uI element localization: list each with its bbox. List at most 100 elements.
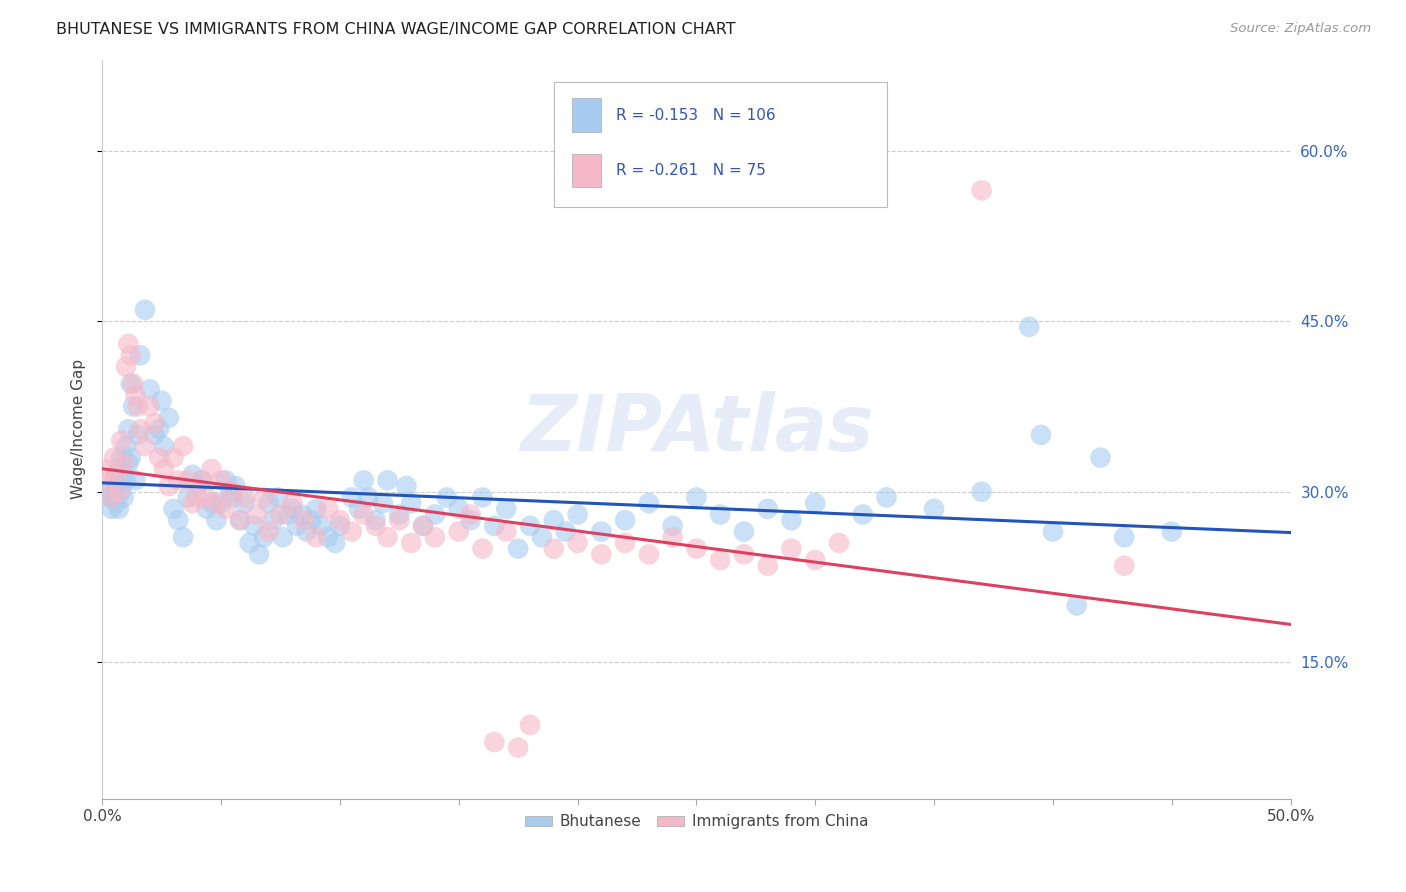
Point [412, 519, 434, 533]
Point [117, 337, 139, 351]
Point [271, 530, 294, 544]
Point [115, 359, 138, 374]
Point [139, 400, 162, 414]
Point [262, 513, 284, 527]
Point [364, 513, 387, 527]
Text: BHUTANESE VS IMMIGRANTS FROM CHINA WAGE/INCOME GAP CORRELATION CHART: BHUTANESE VS IMMIGRANTS FROM CHINA WAGE/… [56, 22, 735, 37]
Text: R = -0.153   N = 106: R = -0.153 N = 106 [616, 108, 775, 122]
Point [167, 474, 190, 488]
Point [117, 422, 139, 436]
Point [543, 513, 565, 527]
Point [495, 501, 517, 516]
Point [177, 491, 200, 505]
Point [120, 348, 142, 362]
Point [1114, 530, 1136, 544]
Point [733, 547, 755, 561]
Point [364, 519, 387, 533]
Point [305, 501, 328, 516]
Point [222, 484, 245, 499]
Point [239, 536, 262, 550]
Y-axis label: Wage/Income Gap: Wage/Income Gap [72, 359, 86, 500]
Point [685, 541, 707, 556]
Point [200, 496, 222, 510]
Point [281, 501, 304, 516]
Point [828, 536, 851, 550]
Point [1160, 524, 1182, 539]
Point [567, 536, 589, 550]
Point [614, 513, 637, 527]
Point [1114, 558, 1136, 573]
Point [329, 519, 352, 533]
Point [591, 524, 613, 539]
Bar [554, 82, 887, 208]
Point [243, 519, 266, 533]
Point [591, 547, 613, 561]
Point [1042, 524, 1064, 539]
Point [108, 462, 131, 476]
Point [1018, 319, 1040, 334]
Point [108, 484, 131, 499]
Point [852, 508, 875, 522]
Point [195, 491, 218, 505]
Point [153, 462, 176, 476]
Point [471, 541, 494, 556]
Point [215, 474, 238, 488]
Point [412, 519, 434, 533]
Point [100, 491, 122, 505]
Point [215, 501, 238, 516]
Point [150, 393, 173, 408]
Point [269, 508, 291, 522]
Point [281, 496, 304, 510]
Point [970, 484, 993, 499]
Point [329, 513, 352, 527]
Point [395, 479, 418, 493]
Point [371, 496, 394, 510]
Point [186, 491, 208, 505]
Point [115, 474, 138, 488]
Point [108, 501, 131, 516]
Point [292, 513, 315, 527]
Point [638, 547, 661, 561]
Point [139, 383, 162, 397]
Point [277, 508, 299, 522]
Text: ZIPAtlas: ZIPAtlas [520, 392, 873, 467]
Point [143, 428, 166, 442]
Point [157, 479, 180, 493]
Point [105, 467, 128, 482]
Point [134, 439, 156, 453]
Point [181, 467, 204, 482]
Point [519, 519, 541, 533]
Point [347, 501, 370, 516]
Point [554, 524, 576, 539]
Point [1066, 599, 1088, 613]
Point [247, 547, 270, 561]
Point [96, 484, 118, 499]
Point [222, 491, 245, 505]
Point [195, 501, 218, 516]
Point [970, 183, 993, 197]
Point [291, 508, 314, 522]
Point [219, 484, 242, 499]
Point [253, 491, 276, 505]
Point [922, 501, 945, 516]
Point [117, 456, 139, 470]
Bar [572, 153, 602, 187]
Point [112, 456, 135, 470]
Point [103, 474, 125, 488]
Point [129, 348, 152, 362]
Point [756, 558, 779, 573]
Point [98, 474, 121, 488]
Point [105, 496, 128, 510]
Point [112, 467, 135, 482]
Point [316, 501, 339, 516]
Point [530, 530, 553, 544]
Point [110, 484, 132, 499]
Point [316, 530, 339, 544]
Point [436, 491, 458, 505]
Point [661, 519, 683, 533]
Point [257, 496, 280, 510]
Point [143, 417, 166, 431]
Point [357, 491, 380, 505]
Point [484, 519, 506, 533]
Point [388, 513, 411, 527]
